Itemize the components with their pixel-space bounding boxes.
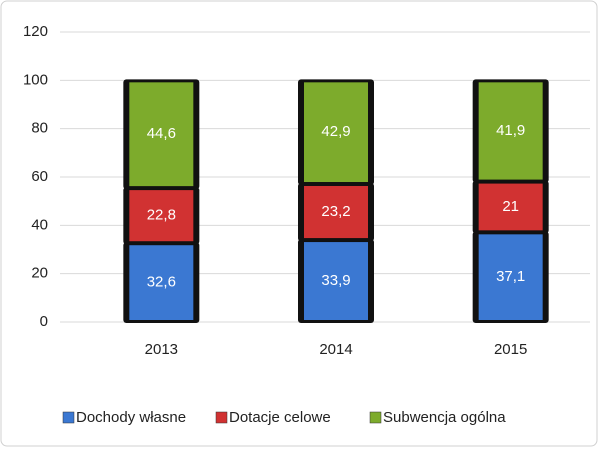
bar-segment xyxy=(129,190,194,242)
legend-label: Dotacje celowe xyxy=(229,409,331,426)
value-label: 42,9 xyxy=(321,123,350,140)
legend-label: Dochody własne xyxy=(76,409,186,426)
bar-segment xyxy=(478,234,543,320)
x-tick-label: 2015 xyxy=(494,341,527,358)
y-tick-label: 60 xyxy=(31,168,48,185)
bar-segment xyxy=(478,82,543,180)
y-tick-label: 20 xyxy=(31,265,48,282)
bar-segment xyxy=(304,186,368,239)
value-label: 21 xyxy=(502,198,519,215)
legend-swatch xyxy=(215,411,228,424)
y-tick-label: 0 xyxy=(40,313,48,330)
value-label: 41,9 xyxy=(496,122,525,139)
bar-segment xyxy=(478,183,543,231)
legend-swatch xyxy=(62,411,75,424)
bar-segment xyxy=(129,82,194,187)
value-label: 37,1 xyxy=(496,268,525,285)
value-label: 44,6 xyxy=(147,125,176,142)
y-tick-label: 40 xyxy=(31,216,48,233)
bar-segment xyxy=(129,245,194,320)
legend-label: Subwencja ogólna xyxy=(383,409,506,426)
x-tick-label: 2014 xyxy=(319,341,352,358)
legend-swatch xyxy=(369,411,382,424)
x-tick-label: 2013 xyxy=(145,341,178,358)
y-tick-label: 80 xyxy=(31,120,48,137)
y-tick-label: 120 xyxy=(23,23,48,40)
value-label: 22,8 xyxy=(147,207,176,224)
bar-segment xyxy=(304,242,368,320)
value-label: 23,2 xyxy=(321,203,350,220)
value-label: 32,6 xyxy=(147,274,176,291)
y-tick-label: 100 xyxy=(23,71,48,88)
value-label: 33,9 xyxy=(321,272,350,289)
bar-segment xyxy=(304,82,368,183)
